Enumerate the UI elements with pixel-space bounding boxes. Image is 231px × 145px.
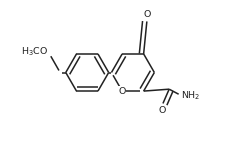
Text: NH$_2$: NH$_2$ (182, 89, 201, 102)
Text: O: O (119, 87, 126, 96)
Text: O: O (158, 106, 166, 115)
Text: O: O (143, 10, 151, 19)
Text: H$_3$CO: H$_3$CO (21, 46, 49, 58)
